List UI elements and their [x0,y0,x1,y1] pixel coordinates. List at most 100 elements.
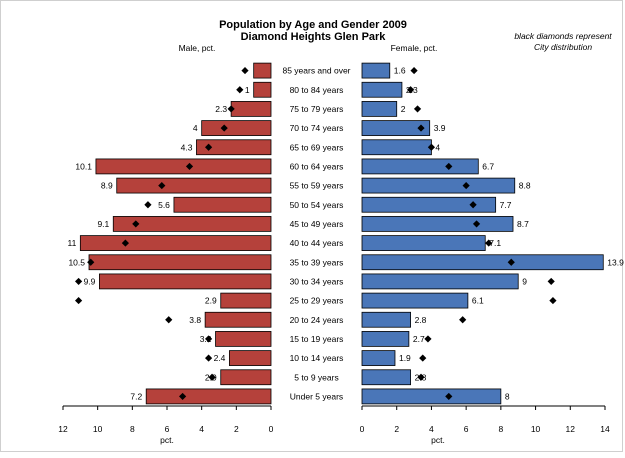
age-category-label: 15 to 19 years [290,334,344,344]
female-value-label: 2 [401,104,406,114]
male-value-label: 8.9 [101,181,113,191]
female-bar [361,235,486,251]
male-bar [220,369,272,386]
age-category-label: 35 to 39 years [290,257,344,267]
male-bar [253,81,272,98]
female-tick-label: 6 [464,424,469,434]
male-bar [196,139,272,156]
male-value-label: 7.2 [130,391,142,401]
male-city-diamond [227,105,235,113]
male-bar [253,62,272,79]
female-value-label: 6.1 [472,296,484,306]
female-city-diamond [410,66,418,75]
female-bar [361,369,411,386]
female-x-ticks: 0 2 4 6 8 10 12 14 [360,406,610,434]
female-value-label: 8 [505,391,510,401]
age-category-label: 60 to 64 years [290,161,344,171]
female-tick-label: 2 [394,424,399,434]
male-bar [204,311,272,328]
female-bar [361,120,431,136]
female-value-label: 1.9 [399,353,411,363]
female-value-label: 13.9 [607,257,624,267]
male-tick-label: 4 [199,424,204,434]
female-city-diamond [469,201,477,209]
female-city-diamond [485,239,493,247]
female-bar [361,196,497,213]
female-value-label: 7.7 [500,200,512,210]
female-value-label: 9 [522,276,527,286]
male-city-diamond [132,220,140,228]
male-tick-label: 12 [58,424,68,434]
male-value-label: 9.1 [97,219,109,229]
female-value-label: 8.7 [517,219,529,229]
male-value-label: 5.6 [158,200,170,210]
female-tick-label: 10 [531,424,541,434]
male-tick-label: 0 [269,424,274,434]
female-bar [361,292,469,309]
age-category-labels: 85 years and over 80 to 84 years 75 to 79 … [282,66,350,402]
female-city-diamond [459,316,467,324]
female-city-diamond [507,258,515,266]
female-value-label: 2.8 [415,315,427,325]
male-panel-label: Male, pct. [179,43,216,53]
male-city-diamond [158,181,166,190]
male-bar [116,177,272,194]
age-category-label: 20 to 24 years [290,315,344,325]
male-x-axis-title: pct. [160,435,174,445]
female-bar [361,81,403,98]
female-bar [361,177,516,194]
male-tick-label: 8 [130,424,135,434]
male-city-diamond [205,143,213,151]
age-category-label: Under 5 years [290,391,343,401]
female-value-label: 1.6 [394,66,406,76]
male-city-diamond [87,258,95,266]
female-city-diamond [419,354,427,362]
male-city-diamond [236,86,244,94]
male-bar [228,350,272,366]
male-value-label: 2.4 [214,353,226,363]
age-category-label: 25 to 29 years [290,296,344,306]
female-value-label: 4 [435,142,440,152]
age-category-label: 75 to 79 years [290,104,344,114]
female-tick-label: 8 [498,424,503,434]
female-bar [361,273,519,290]
female-series: 1.62.323.946.78.87.78.77.113.996.12.82.7… [361,62,624,405]
female-value-label: 3.9 [434,123,446,133]
male-city-diamond [220,124,228,132]
male-city-diamond [144,201,152,209]
female-city-diamond [472,220,481,228]
female-city-diamond [424,335,432,343]
male-value-label: 2.3 [215,104,227,114]
male-bar [220,292,272,309]
female-panel-label: Female, pct. [391,43,438,53]
age-category-label: 5 to 9 years [294,372,338,382]
female-bar [361,158,479,175]
female-value-label: 6.7 [482,161,494,171]
male-value-label: 10.1 [75,161,92,171]
male-city-diamond [208,373,216,381]
male-value-label: 2.9 [205,296,217,306]
female-bar [361,350,396,366]
male-value-label: 4.3 [181,142,193,152]
female-bar [361,331,410,347]
age-category-label: 65 to 69 years [290,142,344,152]
age-category-label: 70 to 74 years [290,123,344,133]
female-city-diamond [462,181,470,190]
female-bar [361,254,604,271]
age-category-label: 85 years and over [282,66,350,76]
female-tick-label: 0 [360,424,365,434]
male-bar [79,235,272,251]
legend-note-line-1: black diamonds represent [514,31,612,41]
male-city-diamond [179,392,187,401]
male-city-diamond [121,239,129,247]
age-category-label: 40 to 44 years [290,238,344,248]
female-x-axis-title: pct. [431,435,445,445]
male-bar [215,331,272,347]
male-bar [173,196,272,213]
male-value-label: 3.8 [189,315,201,325]
age-category-label: 80 to 84 years [290,85,344,95]
male-city-diamond [185,162,194,171]
age-category-label: 45 to 49 years [290,219,344,229]
male-tick-label: 10 [93,424,103,434]
